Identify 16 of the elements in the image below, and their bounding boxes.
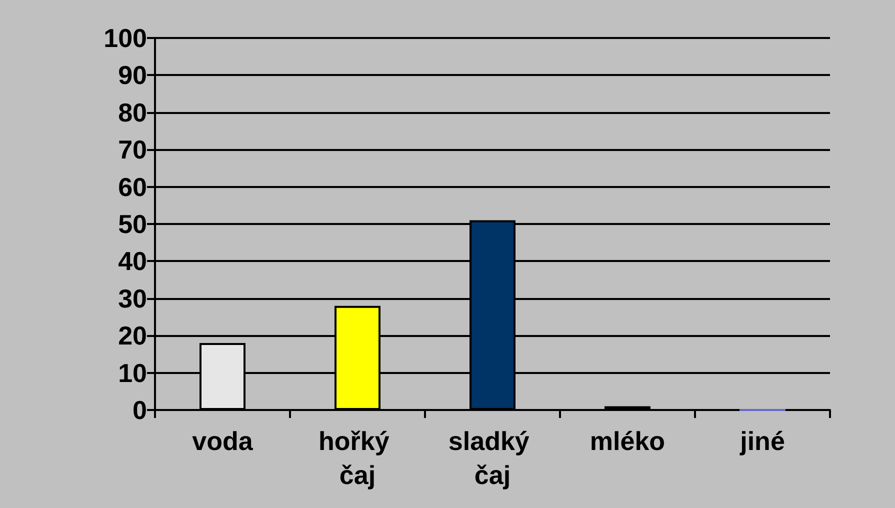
y-tick-label: 30 bbox=[118, 283, 147, 314]
y-tick-label: 20 bbox=[118, 320, 147, 351]
x-tick-label: jiné bbox=[739, 426, 785, 456]
x-tick-label: voda bbox=[192, 426, 254, 456]
y-tick-label: 0 bbox=[132, 395, 147, 425]
y-tick-label: 70 bbox=[118, 134, 147, 165]
x-tick-label: hořký čaj bbox=[318, 426, 397, 490]
y-tick-label: 90 bbox=[118, 60, 147, 90]
x-tick-label: sladký čaj bbox=[448, 426, 537, 490]
y-tick-label: 40 bbox=[118, 246, 147, 276]
y-tick-label: 80 bbox=[118, 97, 147, 128]
y-tick-label: 10 bbox=[118, 358, 147, 388]
y-tick-label: 50 bbox=[118, 209, 147, 239]
x-tick-label: mléko bbox=[590, 426, 666, 456]
y-tick-label: 60 bbox=[118, 172, 147, 202]
y-tick-label: 100 bbox=[104, 23, 147, 53]
